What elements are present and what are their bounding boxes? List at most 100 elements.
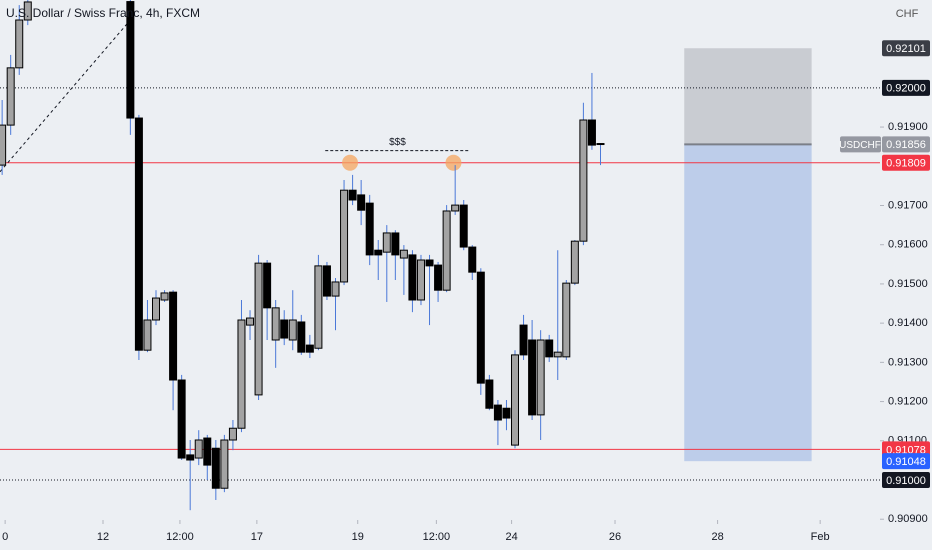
y-tick-label: 0.90900 bbox=[888, 513, 928, 525]
x-tick-label: 26 bbox=[609, 531, 621, 543]
candle-body bbox=[485, 379, 494, 409]
candle-body bbox=[348, 189, 357, 201]
x-tick-label: 12 bbox=[97, 531, 109, 543]
candle-body bbox=[134, 117, 143, 351]
candle-body bbox=[468, 246, 477, 273]
candle-body bbox=[126, 1, 135, 119]
candle-body bbox=[23, 1, 32, 21]
candle-body bbox=[271, 307, 280, 341]
candle-body bbox=[211, 447, 220, 489]
candle-body bbox=[391, 232, 400, 256]
price-label: 0.91856 bbox=[886, 139, 926, 151]
candle-body bbox=[365, 202, 374, 256]
y-tick-label: 0.91400 bbox=[888, 317, 928, 329]
swing-high-marker bbox=[445, 154, 462, 171]
y-tick-label: 0.91700 bbox=[888, 199, 928, 211]
candle-body bbox=[442, 210, 451, 291]
chart-title: U.S. Dollar / Swiss Franc, 4h, FXCM bbox=[6, 6, 200, 20]
candle-body bbox=[596, 143, 605, 146]
price-label: 0.92000 bbox=[886, 83, 926, 95]
candle-body bbox=[220, 439, 229, 489]
candle-body bbox=[254, 262, 263, 396]
candle-body bbox=[340, 189, 349, 283]
candle-body bbox=[493, 404, 502, 421]
price-label-box bbox=[882, 40, 930, 57]
candle-body bbox=[511, 354, 520, 446]
candle-body bbox=[579, 119, 588, 242]
candle-body bbox=[562, 282, 571, 358]
price-label-box bbox=[882, 154, 930, 171]
y-tick-label: 0.91200 bbox=[888, 395, 928, 407]
candle-body bbox=[288, 319, 297, 341]
candle-body bbox=[322, 265, 331, 297]
candle-body bbox=[528, 339, 537, 416]
candle-body bbox=[331, 281, 340, 297]
price-label: 0.92101 bbox=[886, 43, 926, 55]
candle-body bbox=[519, 324, 528, 356]
candle-body bbox=[502, 407, 511, 419]
candle-body bbox=[357, 194, 366, 211]
candle-body bbox=[545, 339, 554, 358]
candle-body bbox=[151, 297, 160, 321]
x-tick-label: 24 bbox=[505, 531, 517, 543]
x-tick-label: 12:00 bbox=[166, 531, 194, 543]
candle-body bbox=[476, 271, 485, 384]
swing-high-marker bbox=[342, 154, 359, 171]
candle-body bbox=[425, 259, 434, 267]
x-tick-label: Feb bbox=[811, 531, 830, 543]
candle-body bbox=[203, 437, 212, 466]
position-stop-zone bbox=[684, 144, 812, 462]
symbol-tag-box bbox=[840, 136, 881, 153]
x-tick-label: 19 bbox=[352, 531, 364, 543]
candle-body bbox=[587, 119, 596, 146]
candle-body bbox=[536, 339, 545, 416]
candle-body bbox=[399, 249, 408, 259]
candle-body bbox=[15, 19, 24, 69]
candle-body bbox=[246, 317, 255, 326]
price-label: 0.91048 bbox=[886, 456, 926, 468]
y-tick-label: 0.91500 bbox=[888, 278, 928, 290]
candle-body bbox=[451, 204, 460, 212]
candle-body bbox=[305, 344, 314, 353]
price-label-box bbox=[882, 453, 930, 470]
candle-body bbox=[459, 204, 468, 248]
candle-body bbox=[382, 232, 391, 253]
candle-body bbox=[570, 240, 579, 284]
candle-body bbox=[177, 379, 186, 459]
plot-area: $$$ bbox=[0, 0, 880, 511]
y-tick-label: 0.91600 bbox=[888, 239, 928, 251]
candle-body bbox=[169, 291, 178, 381]
candle-body bbox=[194, 439, 203, 459]
price-label-box bbox=[882, 472, 930, 488]
price-label: 0.91000 bbox=[886, 475, 926, 487]
candle-body bbox=[434, 264, 443, 291]
candle-body bbox=[160, 292, 169, 301]
y-tick-label: 0.91900 bbox=[888, 121, 928, 133]
candle-body bbox=[143, 319, 152, 351]
price-label-box bbox=[882, 79, 930, 96]
candle-body bbox=[314, 265, 323, 349]
candle-body bbox=[408, 254, 417, 301]
price-label-box bbox=[882, 136, 930, 153]
currency-label: CHF bbox=[896, 8, 919, 20]
candle-body bbox=[228, 427, 237, 441]
candle-body bbox=[280, 319, 289, 339]
liquidity-label: $$$ bbox=[389, 137, 406, 148]
candle-body bbox=[0, 124, 7, 166]
x-tick-label: 12:00 bbox=[423, 531, 451, 543]
x-tick-label: 0 bbox=[2, 531, 8, 543]
price-label: 0.91809 bbox=[886, 158, 926, 170]
candle-body bbox=[553, 351, 562, 358]
y-tick-label: 0.91300 bbox=[888, 356, 928, 368]
symbol-tag: USDCHF bbox=[839, 140, 881, 151]
x-tick-label: 17 bbox=[251, 531, 263, 543]
candle-body bbox=[186, 454, 195, 461]
candle-body bbox=[237, 319, 246, 429]
candle-body bbox=[416, 259, 425, 301]
position-target-zone bbox=[684, 48, 812, 145]
x-tick-label: 28 bbox=[711, 531, 723, 543]
candle-body bbox=[297, 321, 306, 353]
candle-body bbox=[374, 249, 383, 256]
